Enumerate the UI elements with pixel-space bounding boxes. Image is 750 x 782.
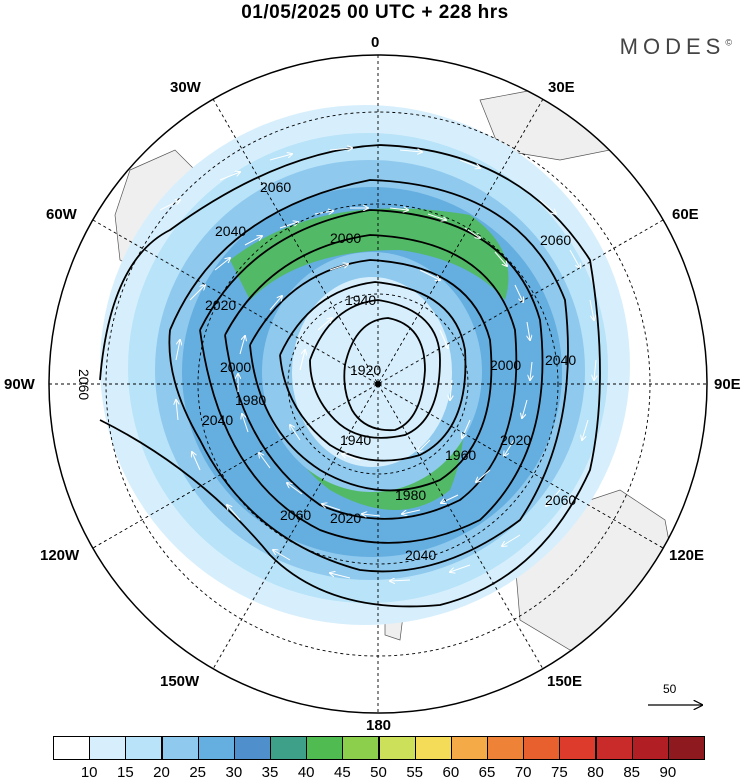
brand-name: MODES bbox=[619, 34, 726, 59]
contour-label: 1960 bbox=[445, 447, 476, 463]
colorbar-tick-label: 85 bbox=[623, 764, 640, 781]
contour-2060 bbox=[99, 144, 601, 608]
colorbar-tick-label: 50 bbox=[370, 764, 387, 781]
colorbar-tick-label: 90 bbox=[659, 764, 677, 781]
contour-label: 2000 bbox=[220, 359, 251, 375]
colorbar-tick-label: 30 bbox=[225, 764, 243, 781]
colorbar-swatch bbox=[559, 736, 597, 760]
colorbar-tick-label: 65 bbox=[478, 764, 496, 781]
lon-label-60w: 60W bbox=[46, 206, 77, 223]
colorbar-tick-label: 20 bbox=[153, 764, 170, 781]
contour-1940 bbox=[309, 299, 441, 439]
contour-label: 2020 bbox=[205, 297, 236, 313]
contour-labels: 2060 2060 2060 2060 2060 2040 2040 2040 … bbox=[76, 179, 576, 563]
contour-label: 2060 bbox=[280, 507, 311, 523]
colorbar-swatch bbox=[523, 736, 561, 760]
lon-label-120e: 120E bbox=[669, 547, 705, 564]
contour-1980 bbox=[249, 259, 493, 492]
map-boundary bbox=[48, 54, 708, 714]
contour-label: 2060 bbox=[545, 492, 576, 508]
colorbar-tick-label: 25 bbox=[189, 764, 206, 781]
colorbar-tick-label: 45 bbox=[333, 764, 351, 781]
lon-label-0: 0 bbox=[371, 34, 380, 51]
colorbar-swatch bbox=[595, 736, 633, 760]
colorbar-swatch bbox=[450, 736, 488, 760]
colorbar-swatch bbox=[233, 736, 271, 760]
colorbar bbox=[53, 736, 705, 760]
contour-label: 2040 bbox=[405, 547, 436, 563]
contour-label: 1980 bbox=[395, 487, 426, 503]
contour-2020 bbox=[199, 209, 544, 544]
colorbar-swatch bbox=[89, 736, 127, 760]
lon-label-90w: 90W bbox=[4, 376, 35, 393]
lon-label-150w: 150W bbox=[160, 673, 200, 690]
colorbar-swatch bbox=[270, 736, 308, 760]
contour-label: 1940 bbox=[345, 292, 376, 308]
south-pole-marker bbox=[375, 381, 381, 387]
brand-logo: MODES© bbox=[620, 34, 732, 60]
lon-label-180: 180 bbox=[366, 717, 392, 734]
lon-label-30e: 30E bbox=[548, 79, 575, 96]
contour-label: 2060 bbox=[76, 369, 92, 400]
colorbar-swatch bbox=[161, 736, 199, 760]
lon-label-150e: 150E bbox=[547, 673, 583, 690]
lon-label-120w: 120W bbox=[40, 547, 80, 564]
colorbar-swatch bbox=[125, 736, 163, 760]
colorbar-swatch bbox=[667, 736, 705, 760]
contour-label: 2020 bbox=[500, 432, 531, 448]
graticule bbox=[49, 55, 707, 713]
contour-label: 2060 bbox=[260, 179, 291, 195]
contour-label: 2040 bbox=[545, 352, 576, 368]
colorbar-swatch bbox=[197, 736, 235, 760]
colorbar-tick-label: 70 bbox=[514, 764, 532, 781]
wind-vectors bbox=[159, 148, 596, 581]
colorbar-tick-label: 10 bbox=[80, 764, 98, 781]
contour-label: 2060 bbox=[540, 232, 571, 248]
reference-vector-label: 50 bbox=[663, 682, 677, 696]
contour-label: 2040 bbox=[202, 412, 233, 428]
brand-mark: © bbox=[725, 37, 732, 48]
colorbar-swatch bbox=[342, 736, 380, 760]
contour-2000 bbox=[224, 234, 518, 520]
colorbar-tick-label: 55 bbox=[406, 764, 423, 781]
contour-label: 1980 bbox=[235, 392, 266, 408]
lon-label-30w: 30W bbox=[170, 79, 201, 96]
contour-label: 2040 bbox=[215, 223, 246, 239]
lon-label-60e: 60E bbox=[672, 206, 699, 223]
wind-shading bbox=[100, 105, 630, 625]
contour-label: 2000 bbox=[490, 357, 521, 373]
lon-label-90e: 90E bbox=[714, 376, 741, 393]
colorbar-tick-label: 40 bbox=[297, 764, 315, 781]
colorbar-tick-label: 60 bbox=[442, 764, 460, 781]
height-contours bbox=[99, 144, 601, 608]
colorbar-swatch bbox=[487, 736, 525, 760]
colorbar-tick-label: 35 bbox=[261, 764, 279, 781]
colorbar-tick-label: 15 bbox=[116, 764, 134, 781]
colorbar-swatch bbox=[631, 736, 669, 760]
contour-1960 bbox=[279, 281, 467, 462]
contour-2040 bbox=[168, 179, 569, 573]
colorbar-tick-label: 75 bbox=[550, 764, 568, 781]
colorbar-swatch bbox=[414, 736, 452, 760]
contour-1920 bbox=[343, 317, 426, 432]
colorbar-swatch bbox=[53, 736, 91, 760]
contour-label: 1920 bbox=[350, 362, 381, 378]
colorbar-swatch bbox=[378, 736, 416, 760]
polar-map: 2060 2060 2060 2060 2060 2040 2040 2040 … bbox=[48, 54, 708, 714]
colorbar-swatch bbox=[306, 736, 344, 760]
contour-label: 2020 bbox=[330, 510, 361, 526]
colorbar-tick-label: 80 bbox=[587, 764, 604, 781]
map-title: 01/05/2025 00 UTC + 228 hrs bbox=[241, 2, 509, 23]
contour-label: 2000 bbox=[330, 230, 361, 246]
contour-label: 1940 bbox=[340, 432, 371, 448]
